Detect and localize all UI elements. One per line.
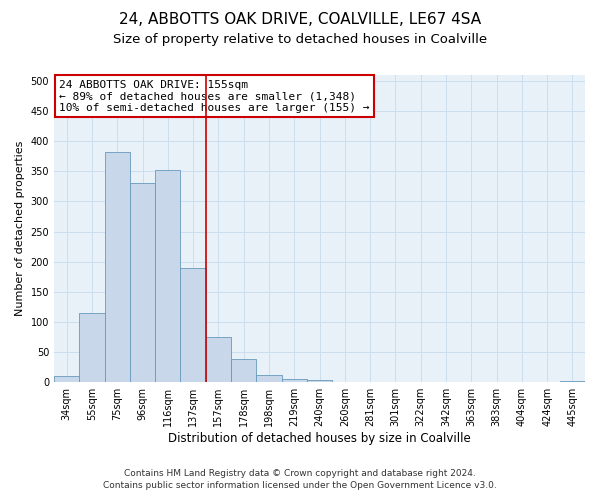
Bar bbox=[307, 380, 332, 382]
Bar bbox=[256, 375, 281, 382]
Text: 24 ABBOTTS OAK DRIVE: 155sqm
← 89% of detached houses are smaller (1,348)
10% of: 24 ABBOTTS OAK DRIVE: 155sqm ← 89% of de… bbox=[59, 80, 370, 113]
Bar bbox=[560, 381, 585, 382]
Bar bbox=[79, 313, 104, 382]
Bar bbox=[181, 268, 206, 382]
Text: Size of property relative to detached houses in Coalville: Size of property relative to detached ho… bbox=[113, 32, 487, 46]
Text: 24, ABBOTTS OAK DRIVE, COALVILLE, LE67 4SA: 24, ABBOTTS OAK DRIVE, COALVILLE, LE67 4… bbox=[119, 12, 481, 28]
Bar bbox=[104, 152, 130, 382]
Text: Contains HM Land Registry data © Crown copyright and database right 2024.
Contai: Contains HM Land Registry data © Crown c… bbox=[103, 468, 497, 490]
Bar bbox=[54, 376, 79, 382]
Bar bbox=[231, 360, 256, 382]
Bar bbox=[206, 337, 231, 382]
X-axis label: Distribution of detached houses by size in Coalville: Distribution of detached houses by size … bbox=[168, 432, 471, 445]
Bar bbox=[281, 378, 307, 382]
Bar bbox=[130, 184, 155, 382]
Bar bbox=[155, 170, 181, 382]
Y-axis label: Number of detached properties: Number of detached properties bbox=[15, 141, 25, 316]
